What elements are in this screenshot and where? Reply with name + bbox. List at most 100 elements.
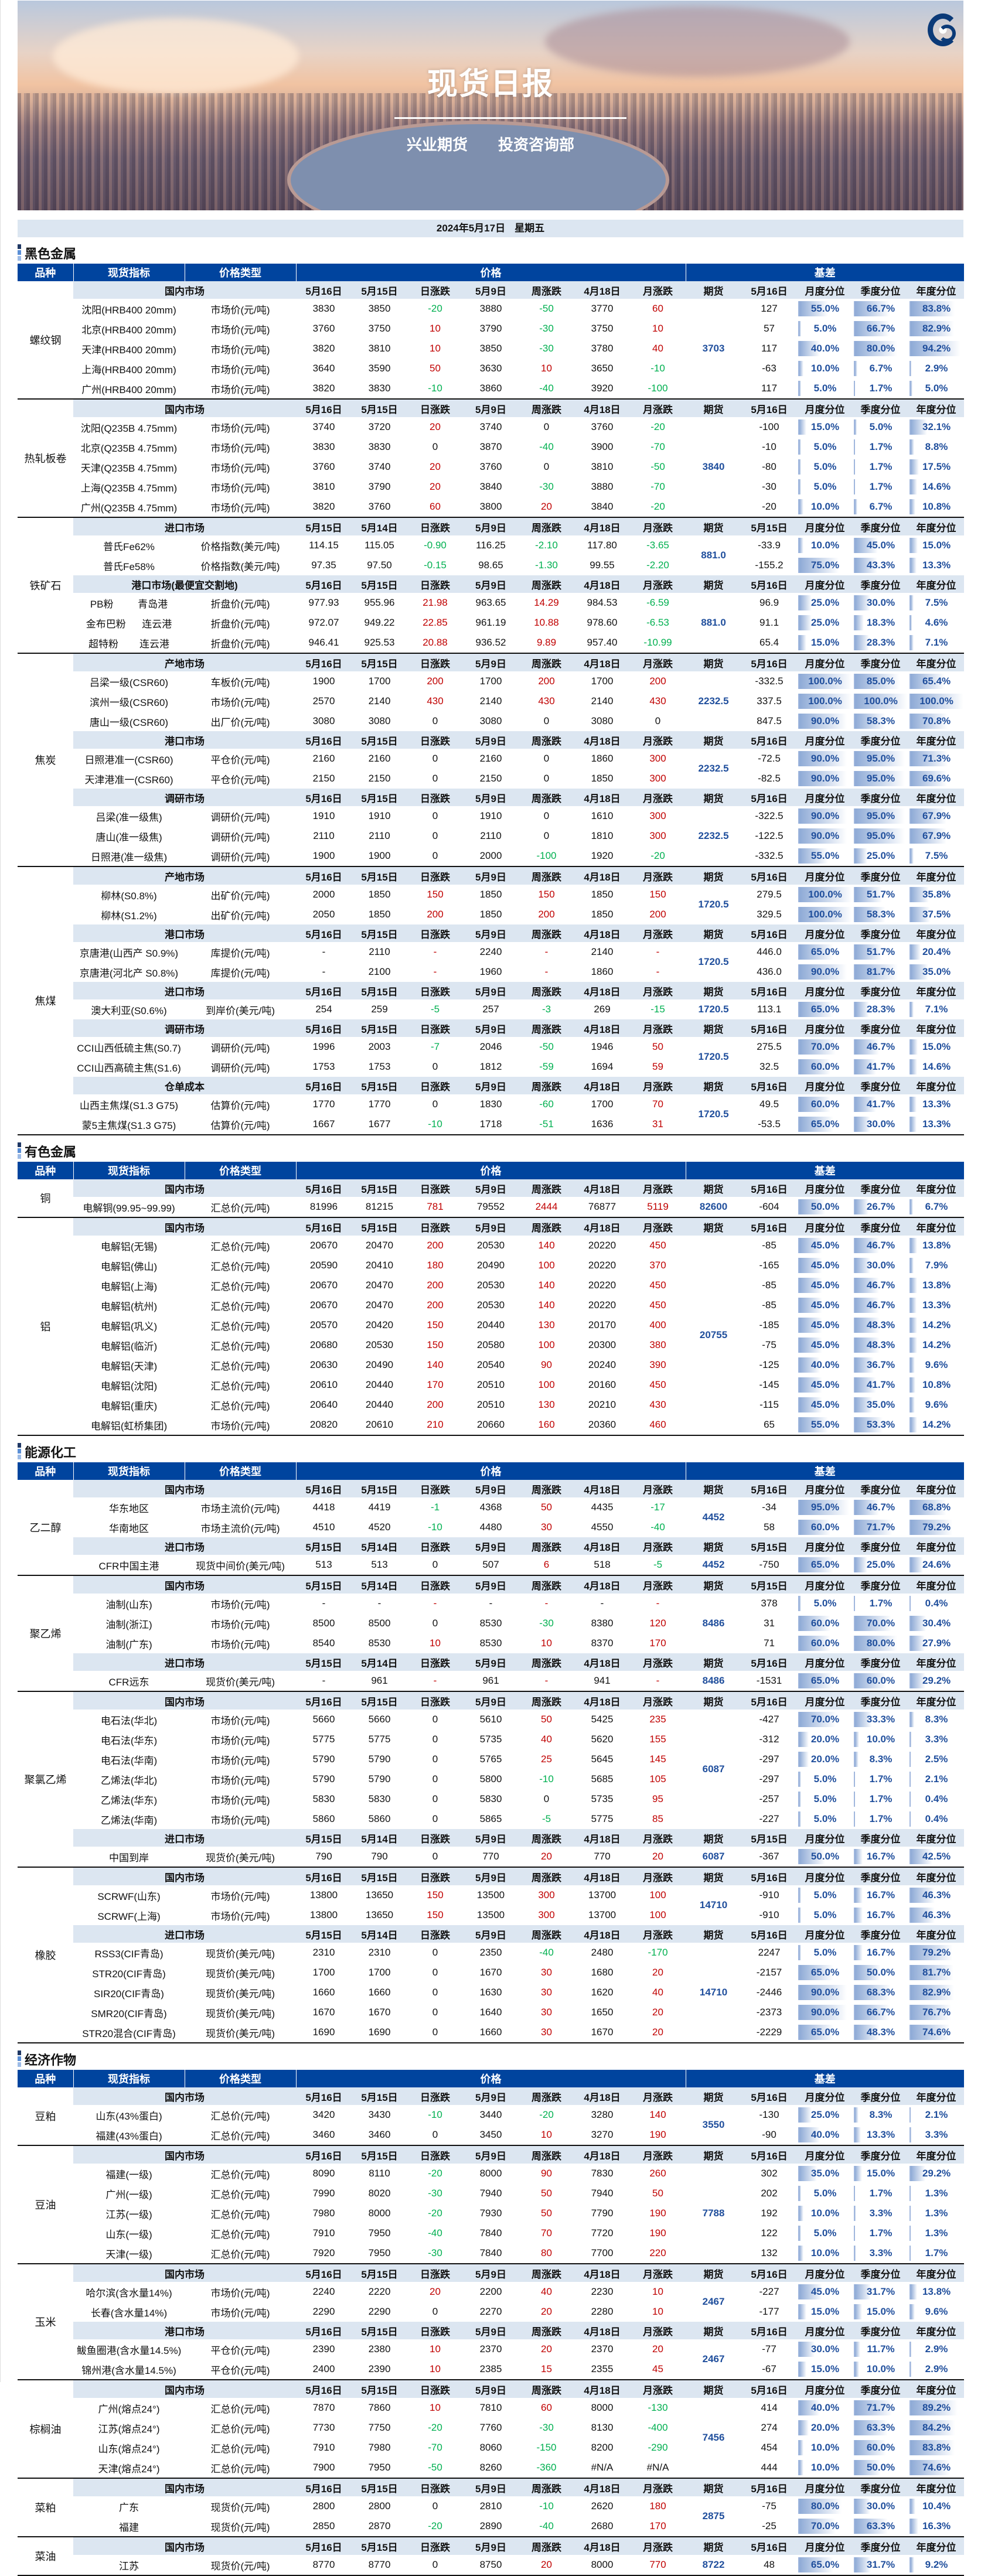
day-change: 200	[427, 1280, 444, 1291]
week-change: 30	[541, 1967, 552, 1978]
price-week-ago: 1630	[479, 1987, 502, 1998]
day-change: 0	[432, 850, 438, 861]
month-change-col: 月涨跌	[630, 281, 686, 299]
monthly-percentile-bar	[798, 1985, 847, 2000]
quarterly-percentile-bar	[854, 2226, 856, 2241]
month-change: -170	[648, 1947, 668, 1958]
port-name: 连云港	[139, 638, 169, 650]
day-change: 781	[427, 1201, 444, 1212]
section-title: 有色金属	[18, 1135, 964, 1162]
quarterly-percentile: 6.7%	[853, 359, 908, 378]
basis-value: -185	[759, 1319, 779, 1330]
yearly-percentile-box: 10.8%	[910, 499, 963, 514]
quarterly-percentile-col: 季度分位	[853, 517, 909, 535]
month-change: 50	[652, 1041, 663, 1052]
monthly-percentile-box: 40.0%	[798, 1357, 852, 1373]
quarterly-percentile-col: 季度分位	[853, 2145, 909, 2164]
quarterly-percentile-col: 季度分位	[853, 731, 909, 749]
price-previous: 115.05	[365, 540, 394, 551]
price-previous: 4520	[368, 1521, 391, 1533]
basis-date-col: 5月16日	[741, 731, 798, 749]
quarterly-percentile: 1.7%	[853, 1769, 908, 1789]
price-type: 调研价(元/吨)	[210, 1042, 270, 1054]
yearly-percentile-box: 82.9%	[910, 321, 963, 336]
table-row: 电解铝(杭州) 汇总价(元/吨) 20670 20470 200 20530 140 2022…	[18, 1295, 964, 1315]
price-previous: 925.53	[364, 637, 395, 648]
monthly-percentile: 100.0%	[797, 671, 853, 691]
spot-indicator: 电解铝(重庆)	[100, 1400, 158, 1412]
price-month-ago: -	[600, 1598, 604, 1609]
futures-col: 期货	[686, 1019, 742, 1037]
basis-value: 49.5	[759, 1098, 779, 1110]
price-latest: 977.93	[308, 597, 339, 608]
yearly-percentile: 7.5%	[908, 846, 964, 866]
monthly-percentile-value: 65.0%	[810, 2559, 840, 2570]
date-col: 5月9日	[463, 789, 519, 806]
monthly-percentile-bar	[798, 301, 828, 316]
monthly-percentile: 45.0%	[797, 1295, 853, 1315]
quarterly-percentile-box: 30.0%	[854, 1117, 908, 1132]
quarterly-percentile-bar	[854, 558, 877, 573]
day-change: 140	[427, 1359, 444, 1370]
date-col: 5月9日	[463, 1829, 519, 1847]
date-col: 4月18日	[574, 2087, 630, 2105]
spot-indicator: 电解铝(临沂)	[100, 1340, 158, 1352]
quarterly-percentile-bar	[854, 694, 908, 709]
yearly-percentile-value: 20.4%	[922, 946, 951, 957]
table-row: 鲅鱼圈港(含水量14.5%) 平仓价(元/吨) 2390 2380 10 2370 20 23…	[18, 2339, 964, 2365]
week-change: 0	[543, 810, 550, 821]
date-col: 5月9日	[463, 866, 519, 885]
yearly-percentile-col: 年度分位	[908, 1019, 965, 1037]
monthly-percentile-value: 90.0%	[810, 773, 840, 784]
basis-value: -85	[762, 1299, 776, 1311]
quarterly-percentile-col: 季度分位	[853, 1829, 909, 1847]
quarterly-percentile-box: 16.7%	[854, 1888, 908, 1903]
market-label: 进口市场	[73, 1829, 296, 1847]
day-change-col: 日涨跌	[407, 1829, 463, 1847]
month-change: 50	[652, 2188, 663, 2199]
yearly-percentile: 14.6%	[908, 477, 964, 497]
basis-value: 378	[761, 1598, 778, 1609]
yearly-percentile-value: 17.5%	[922, 461, 951, 472]
monthly-percentile-box: 65.0%	[798, 2557, 852, 2572]
week-change-col: 周涨跌	[519, 982, 574, 999]
date-col: 5月16日	[296, 653, 352, 671]
quarterly-percentile-box: 71.7%	[854, 2400, 908, 2415]
month-change: -40	[650, 1521, 665, 1533]
day-change: 0	[432, 1618, 438, 1629]
monthly-percentile: 25.0%	[797, 2105, 853, 2125]
price-type: 车板价(元/吨)	[210, 677, 270, 688]
quarterly-percentile-value: 1.7%	[869, 441, 893, 452]
yearly-percentile-bar	[910, 2005, 951, 2020]
monthly-percentile-box: 35.0%	[798, 2166, 852, 2181]
header-price: 价格	[295, 1162, 686, 1179]
commodity-group: 棕榈油 国内市场 5月16日 5月15日 日涨跌 5月9日 周涨跌 4月18日 月涨跌 期货 5月1…	[18, 2380, 965, 2478]
variety-name: 玉米	[18, 2264, 73, 2380]
quarterly-percentile-bar	[854, 2206, 856, 2221]
yearly-percentile-box: 7.5%	[910, 595, 963, 610]
price-previous: 1910	[368, 810, 391, 821]
basis-value: -85	[762, 1280, 776, 1291]
basis-date-col: 5月16日	[741, 653, 798, 671]
table-header-row: 品种 现货指标 价格类型 价格 基差	[18, 264, 965, 281]
yearly-percentile-bar	[910, 1039, 918, 1055]
quarterly-percentile-box: 1.7%	[854, 1792, 908, 1807]
yearly-percentile-value: 7.1%	[925, 1004, 948, 1015]
price-month-ago: 2140	[591, 695, 614, 707]
table-row: 油制(浙江) 市场价(元/吨) 8500 8500 0 8530 -30 8380 120 31 6…	[18, 1613, 964, 1633]
yearly-percentile-box: 1.3%	[910, 2186, 963, 2201]
spot-indicator: 广东	[119, 2502, 139, 2513]
date-col: 5月15日	[352, 2478, 407, 2496]
week-change: -50	[539, 1041, 554, 1052]
week-change-col: 周涨跌	[519, 575, 574, 593]
yearly-percentile-value: 24.6%	[922, 1559, 951, 1570]
month-change: 0	[655, 715, 661, 726]
yearly-percentile: 29.2%	[908, 1671, 964, 1691]
futures-col: 期货	[686, 1179, 742, 1197]
yearly-percentile-value: 69.6%	[922, 773, 951, 784]
week-change-col: 周涨跌	[519, 2264, 574, 2282]
quarterly-percentile-value: 63.3%	[866, 2520, 895, 2531]
basis-value: 275.5	[757, 1041, 782, 1052]
price-week-ago: 2150	[479, 773, 502, 784]
spot-indicator: 油制(山东)	[105, 1599, 152, 1611]
